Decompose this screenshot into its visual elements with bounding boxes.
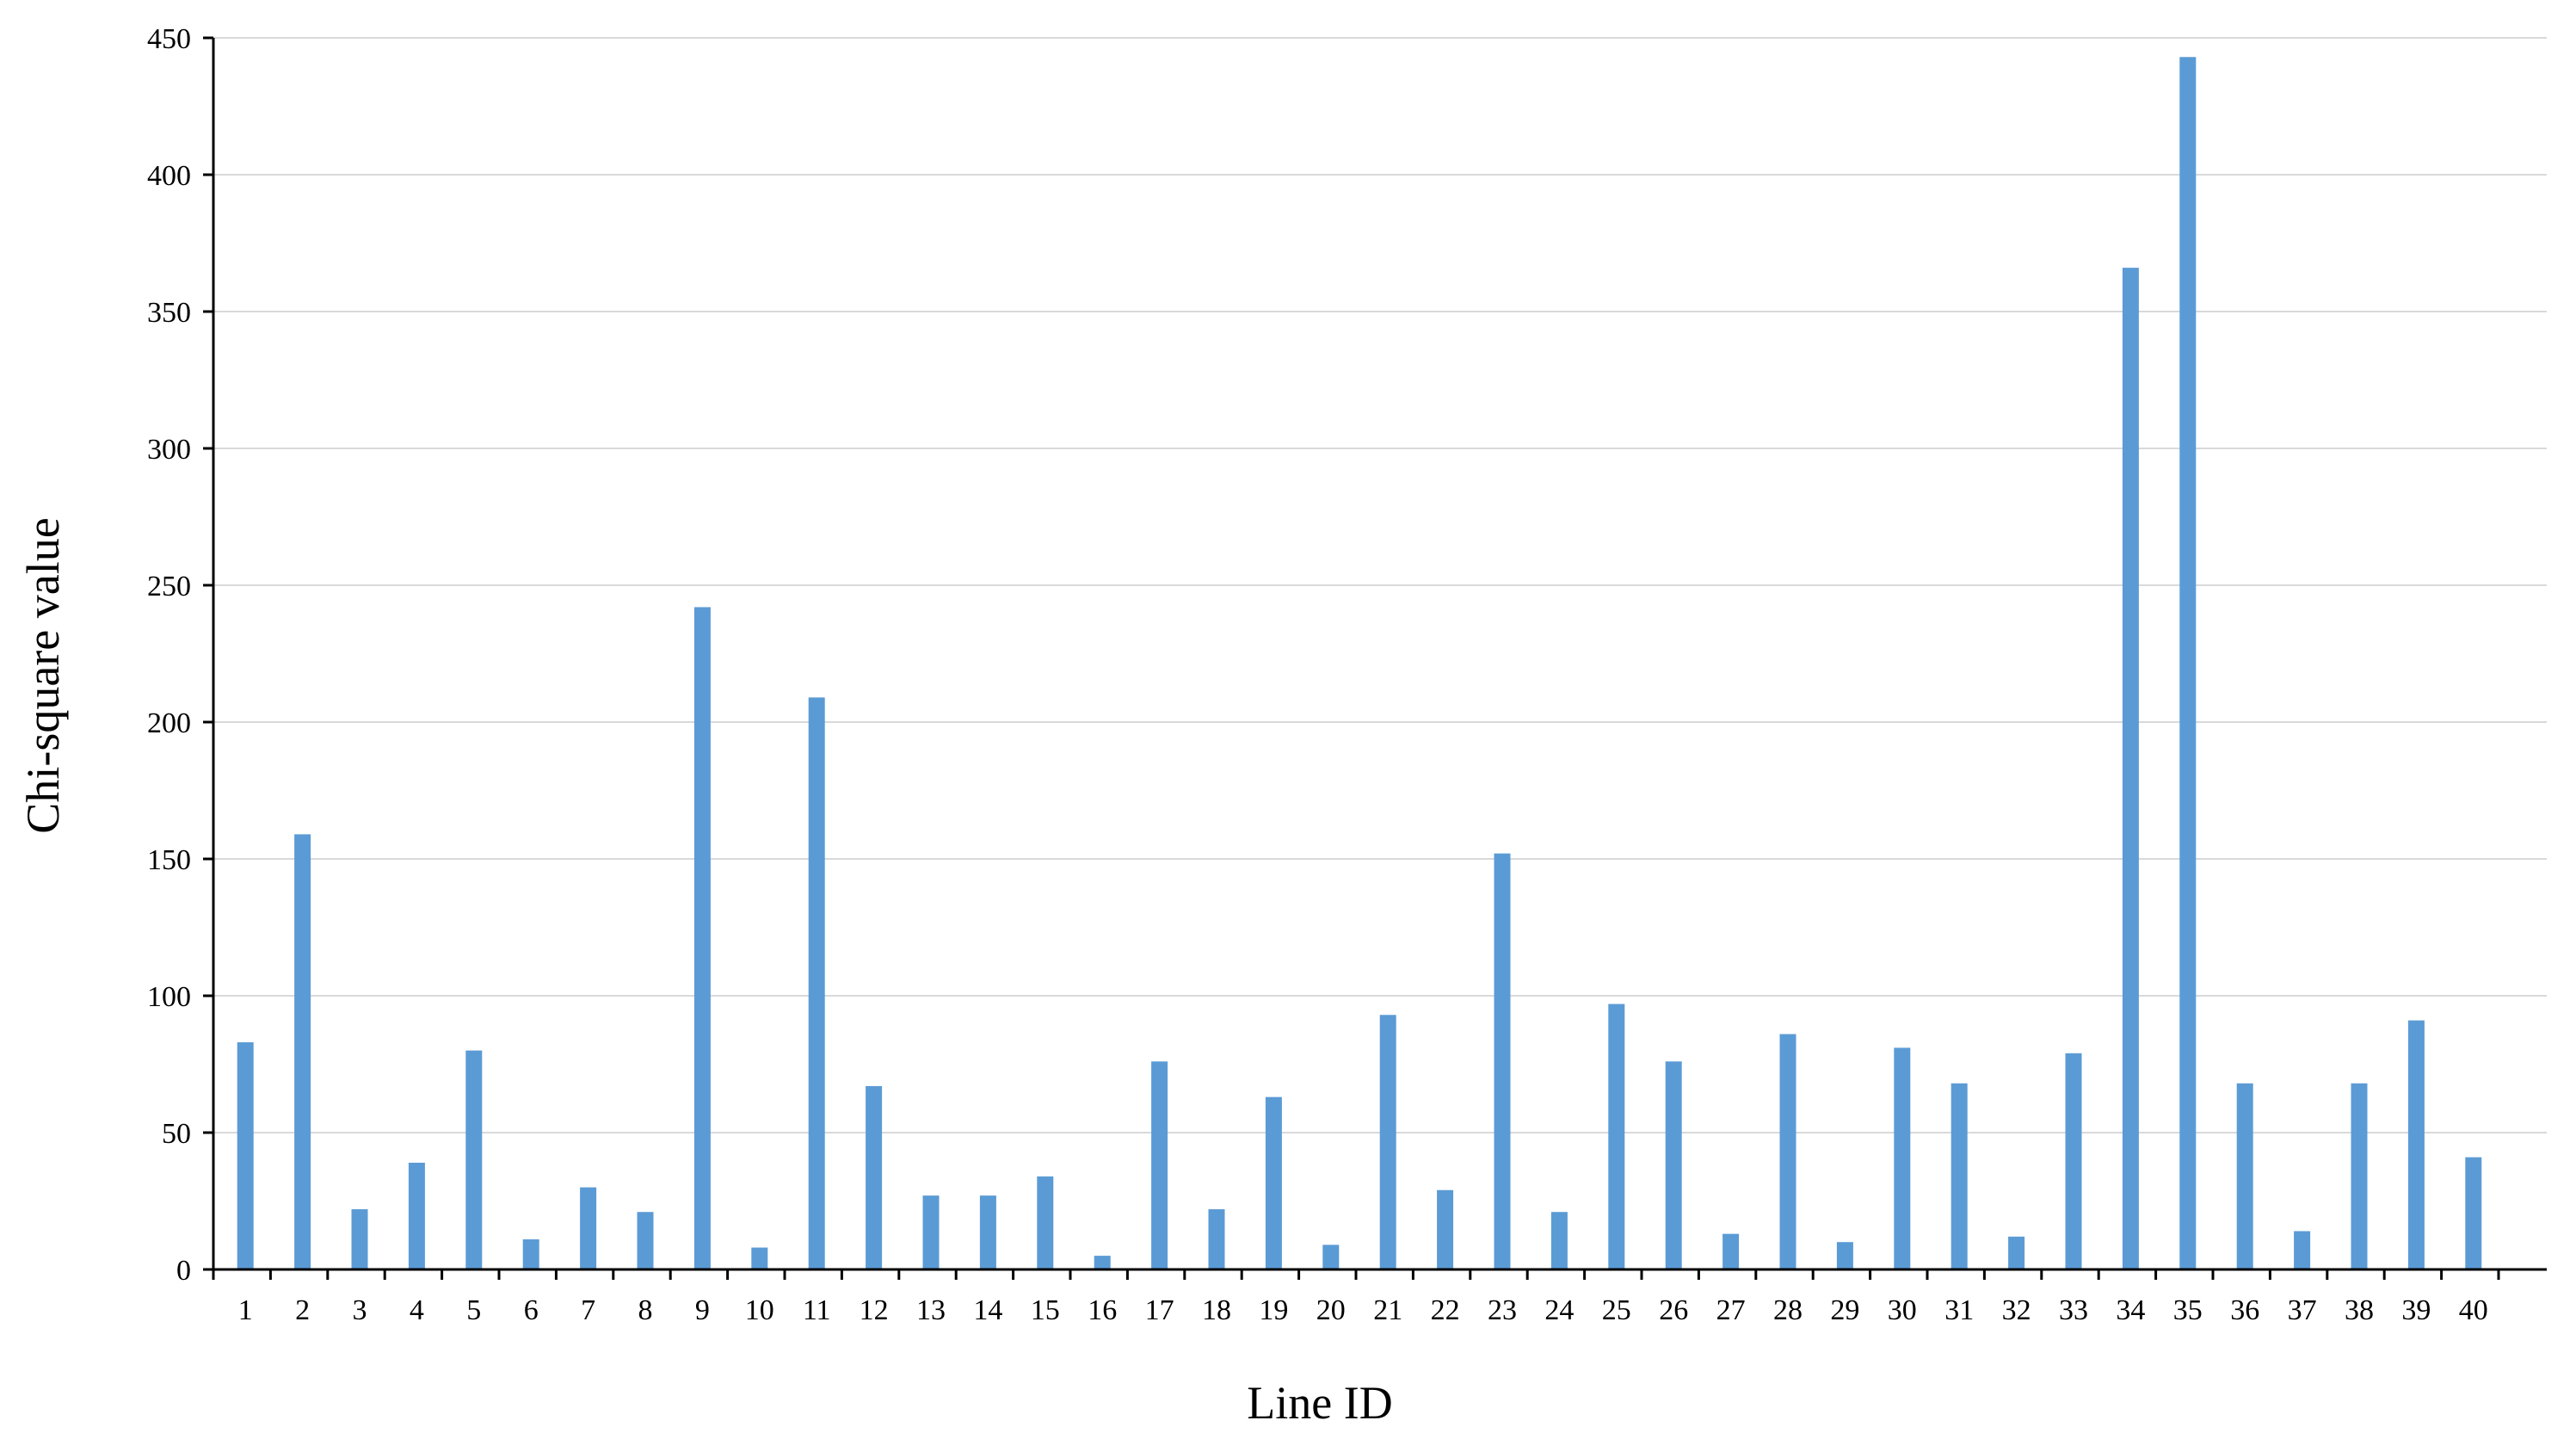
bar-32 bbox=[2008, 1236, 2025, 1269]
bar-13 bbox=[922, 1195, 940, 1269]
bar-17 bbox=[1151, 1061, 1168, 1269]
x-tick-label: 9 bbox=[695, 1294, 710, 1326]
x-tick-label: 16 bbox=[1088, 1294, 1117, 1326]
tick-marks bbox=[203, 36, 2500, 1280]
bar-5 bbox=[465, 1050, 483, 1269]
y-tick-label: 200 bbox=[147, 707, 191, 739]
bar-21 bbox=[1379, 1015, 1396, 1269]
bar-27 bbox=[1722, 1233, 1740, 1269]
x-tick-label: 28 bbox=[1773, 1294, 1803, 1326]
bar-36 bbox=[2236, 1083, 2253, 1269]
x-tick-label: 15 bbox=[1031, 1294, 1060, 1326]
x-tick-label: 29 bbox=[1830, 1294, 1859, 1326]
x-tick-label: 30 bbox=[1888, 1294, 1917, 1326]
x-tick-label: 4 bbox=[410, 1294, 424, 1326]
bar-6 bbox=[522, 1239, 539, 1269]
y-axis-title: Chi-square value bbox=[17, 517, 69, 833]
bar-23 bbox=[1494, 853, 1511, 1269]
x-tick-label: 37 bbox=[2288, 1294, 2317, 1326]
x-axis-title: Line ID bbox=[1247, 1377, 1392, 1429]
bar-7 bbox=[580, 1187, 597, 1269]
bar-4 bbox=[408, 1162, 425, 1269]
x-tick-label: 10 bbox=[745, 1294, 774, 1326]
x-tick-label: 35 bbox=[2173, 1294, 2203, 1326]
x-tick-label: 8 bbox=[638, 1294, 653, 1326]
bar-39 bbox=[2407, 1020, 2425, 1269]
y-tick-label: 300 bbox=[147, 434, 191, 466]
bar-1 bbox=[237, 1042, 254, 1269]
bar-35 bbox=[2179, 57, 2197, 1269]
x-tick-label: 23 bbox=[1488, 1294, 1517, 1326]
bar-26 bbox=[1665, 1061, 1682, 1269]
bar-10 bbox=[751, 1247, 768, 1269]
bar-18 bbox=[1208, 1209, 1225, 1269]
bar-29 bbox=[1836, 1242, 1853, 1269]
x-tick-label: 18 bbox=[1202, 1294, 1231, 1326]
x-tick-label: 5 bbox=[466, 1294, 481, 1326]
bar-20 bbox=[1322, 1244, 1340, 1269]
bar-12 bbox=[866, 1085, 883, 1269]
x-tick-label: 19 bbox=[1259, 1294, 1288, 1326]
x-tick-label: 6 bbox=[524, 1294, 539, 1326]
bar-9 bbox=[693, 607, 711, 1269]
x-tick-labels: 1 2 3 4 5 6 7 8 9 10 11 12 13 14 15 16 17 18 19 20 21 22 23 24 2… bbox=[238, 1294, 2488, 1326]
bar-37 bbox=[2294, 1231, 2311, 1269]
bar-40 bbox=[2465, 1157, 2482, 1269]
x-tick-label: 14 bbox=[973, 1294, 1002, 1326]
x-tick-label: 1 bbox=[238, 1294, 253, 1326]
bar-3 bbox=[351, 1209, 368, 1269]
x-tick-label: 27 bbox=[1716, 1294, 1746, 1326]
x-tick-label: 22 bbox=[1431, 1294, 1460, 1326]
bar-16 bbox=[1094, 1256, 1111, 1269]
bar-38 bbox=[2351, 1083, 2368, 1269]
x-tick-label: 33 bbox=[2059, 1294, 2088, 1326]
bar-34 bbox=[2122, 268, 2139, 1269]
y-tick-label: 0 bbox=[176, 1255, 191, 1287]
bar-25 bbox=[1608, 1004, 1625, 1269]
x-tick-label: 32 bbox=[2002, 1294, 2031, 1326]
x-tick-label: 17 bbox=[1145, 1294, 1174, 1326]
y-tick-label: 350 bbox=[147, 297, 191, 329]
x-tick-label: 12 bbox=[860, 1294, 889, 1326]
y-tick-labels: 0 50 100 150 200 250 300 350 400 450 bbox=[147, 23, 191, 1287]
x-tick-label: 7 bbox=[581, 1294, 595, 1326]
bar-8 bbox=[637, 1212, 654, 1269]
bar-31 bbox=[1950, 1083, 1968, 1269]
y-tick-label: 450 bbox=[147, 23, 191, 55]
x-tick-label: 36 bbox=[2230, 1294, 2259, 1326]
x-tick-label: 2 bbox=[295, 1294, 310, 1326]
x-tick-label: 40 bbox=[2459, 1294, 2488, 1326]
x-tick-label: 31 bbox=[1944, 1294, 1974, 1326]
x-tick-label: 38 bbox=[2345, 1294, 2374, 1326]
bar-30 bbox=[1894, 1047, 1911, 1269]
y-tick-label: 150 bbox=[147, 844, 191, 876]
y-tick-label: 50 bbox=[162, 1118, 191, 1150]
bar-19 bbox=[1265, 1096, 1282, 1269]
x-tick-label: 11 bbox=[803, 1294, 831, 1326]
bar-14 bbox=[979, 1195, 996, 1269]
bar-33 bbox=[2065, 1053, 2082, 1269]
y-tick-label: 100 bbox=[147, 981, 191, 1013]
x-tick-label: 25 bbox=[1602, 1294, 1631, 1326]
x-tick-label: 21 bbox=[1373, 1294, 1402, 1326]
bar-11 bbox=[808, 697, 825, 1269]
bar-24 bbox=[1550, 1212, 1568, 1269]
bar-15 bbox=[1037, 1176, 1054, 1269]
bar-2 bbox=[294, 834, 311, 1269]
bar-22 bbox=[1437, 1189, 1454, 1269]
x-tick-label: 34 bbox=[2116, 1294, 2145, 1326]
x-tick-label: 24 bbox=[1544, 1294, 1574, 1326]
bars bbox=[237, 57, 2482, 1269]
y-tick-label: 400 bbox=[147, 160, 191, 192]
x-tick-label: 20 bbox=[1316, 1294, 1346, 1326]
x-tick-label: 13 bbox=[916, 1294, 946, 1326]
gridlines bbox=[213, 37, 2547, 1133]
y-tick-label: 250 bbox=[147, 571, 191, 602]
x-tick-label: 3 bbox=[353, 1294, 367, 1326]
bar-28 bbox=[1779, 1034, 1796, 1269]
x-tick-label: 39 bbox=[2401, 1294, 2431, 1326]
x-tick-label: 26 bbox=[1659, 1294, 1688, 1326]
